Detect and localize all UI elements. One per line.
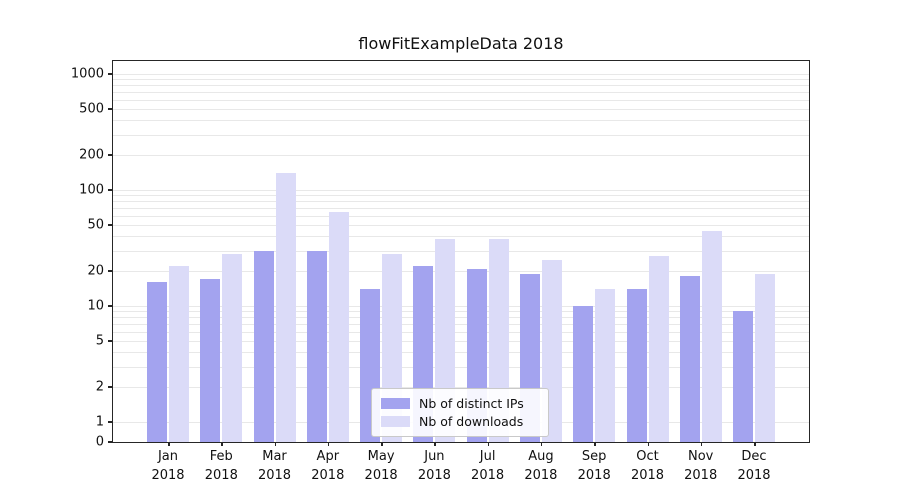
y-tick-label-5: 5 [95,333,104,349]
legend-item-downloads: Nb of downloads [381,414,539,429]
gridline [113,74,809,75]
y-tick-mark [108,340,112,342]
bar-downloads-oct [648,256,669,442]
y-tick-mark [108,154,112,156]
x-tick-label-may: May 2018 [364,449,398,483]
x-tick-label-feb: Feb 2018 [204,449,238,483]
y-tick-mark [108,421,112,423]
y-tick-mark [108,73,112,75]
y-tick-mark [108,270,112,272]
x-tick-mark [381,442,383,446]
bar-distinct-ips-apr [306,250,327,442]
gridline [113,134,809,136]
y-tick-label-50: 50 [87,217,104,233]
gridline [113,236,809,238]
y-tick-mark [108,108,112,110]
x-tick-label-aug: Aug 2018 [524,449,558,483]
gridline [113,306,809,307]
legend-label-downloads: Nb of downloads [419,414,524,429]
y-tick-mark [108,441,112,443]
x-tick-label-jun: Jun 2018 [417,449,451,483]
gridline [113,99,809,101]
y-tick-label-500: 500 [79,101,104,117]
x-tick-label-mar: Mar 2018 [257,449,292,483]
bar-distinct-ips-oct [626,289,647,442]
bar-downloads-sep [595,289,616,442]
bar-distinct-ips-feb [200,279,221,442]
legend: Nb of distinct IPs Nb of downloads [371,388,549,437]
legend-item-distinct-ips: Nb of distinct IPs [381,396,539,411]
y-tick-mark [108,305,112,307]
gridline [113,208,809,209]
x-tick-mark [274,442,276,446]
y-tick-mark [108,386,112,388]
y-tick-mark [108,189,112,191]
chart-title: flowFitExampleData 2018 [358,34,564,53]
x-tick-mark [594,442,596,446]
bar-downloads-apr [328,211,349,442]
legend-label-distinct-ips: Nb of distinct IPs [419,396,524,411]
bar-distinct-ips-jan [147,282,167,442]
gridline [113,387,809,389]
bar-distinct-ips-dec [733,311,753,442]
x-tick-mark [540,442,543,446]
bar-distinct-ips-sep [573,306,594,442]
y-tick-label-1: 1 [95,414,104,430]
x-tick-label-jul: Jul 2018 [471,449,505,483]
plot-area: Nb of distinct IPs Nb of downloads [112,60,810,443]
y-tick-label-0: 0 [95,434,104,450]
y-tick-label-10: 10 [87,298,104,314]
x-tick-label-jan: Jan 2018 [151,449,185,483]
gridline [113,366,809,368]
gridline [113,190,809,191]
gridline [113,311,809,313]
x-tick-mark [754,442,756,446]
gridline [113,85,809,87]
gridline [113,108,809,110]
legend-swatch-distinct-ips [381,398,410,409]
y-tick-label-1000: 1000 [70,66,104,82]
gridline [113,324,809,325]
x-tick-mark [700,442,703,446]
gridline [113,317,809,319]
y-tick-label-200: 200 [79,147,104,163]
y-tick-label-2: 2 [95,379,104,395]
x-tick-label-dec: Dec 2018 [737,449,771,483]
x-tick-label-nov: Nov 2018 [684,449,718,483]
x-tick-label-apr: Apr 2018 [311,449,345,483]
gridline [113,224,809,226]
gridline [113,155,809,157]
x-tick-mark [647,442,649,446]
gridline [113,250,809,252]
gridline [113,331,809,333]
bar-downloads-nov [701,231,722,442]
gridline [113,92,809,93]
x-tick-mark [434,442,436,446]
gridline [113,79,809,81]
x-tick-label-oct: Oct 2018 [630,449,665,483]
bar-distinct-ips-nov [679,276,700,442]
y-tick-label-100: 100 [79,182,104,198]
gridline [113,195,809,197]
x-tick-mark [221,442,223,446]
x-tick-mark [487,442,490,446]
y-tick-label-20: 20 [87,263,104,279]
gridline [113,271,809,273]
y-tick-mark [108,224,112,226]
gridline [113,340,809,342]
gridline [113,352,809,354]
bar-downloads-mar [275,173,296,442]
bar-downloads-dec [755,273,775,442]
x-tick-mark [327,442,330,446]
gridline [113,201,809,203]
x-tick-label-sep: Sep 2018 [577,449,611,483]
bar-downloads-feb [222,254,243,442]
bar-distinct-ips-mar [253,250,274,442]
x-tick-mark [168,442,170,446]
gridline [113,215,809,217]
legend-swatch-downloads [381,416,410,427]
bar-downloads-jan [169,266,189,442]
gridline [113,120,809,122]
